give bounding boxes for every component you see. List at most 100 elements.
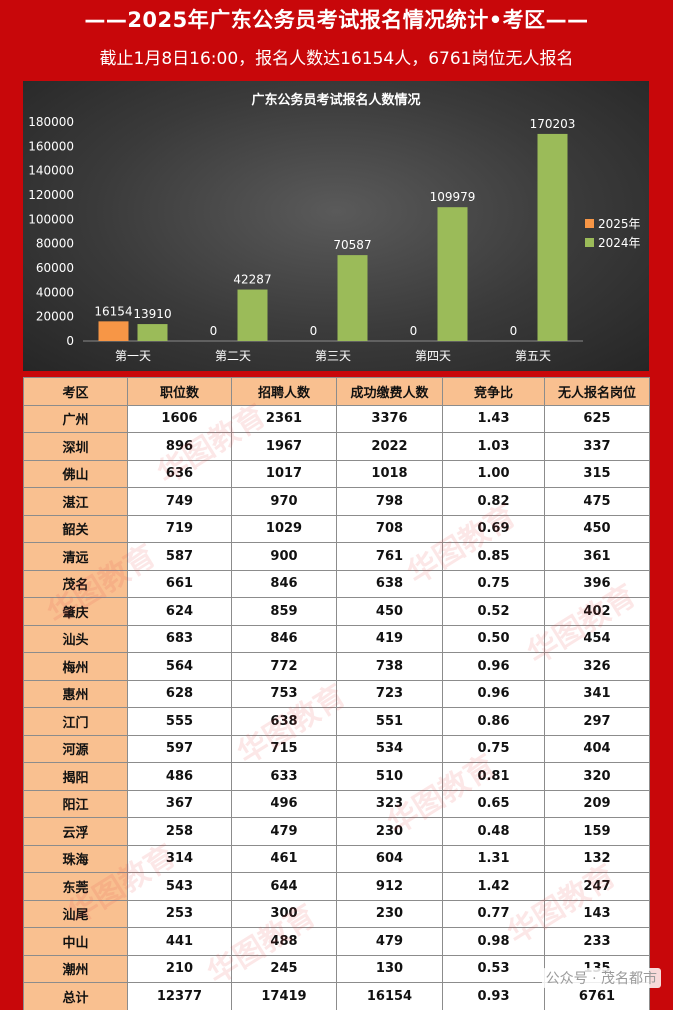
table-cell: 253 [127, 899, 232, 928]
table-cell: 337 [544, 432, 650, 461]
table-row: 惠州 628 753 723 0.96 341 [23, 679, 650, 708]
table-cell: 367 [127, 789, 232, 818]
table-cell: 1.31 [442, 844, 545, 873]
table-row: 阳江 367 496 323 0.65 209 [23, 789, 650, 818]
area-cell: 惠州 [23, 679, 128, 708]
table-cell: 1029 [231, 514, 337, 543]
area-cell: 汕头 [23, 624, 128, 653]
area-cell: 佛山 [23, 459, 128, 488]
data-label: 42287 [233, 273, 271, 287]
chart-title: 广东公务员考试报名人数情况 [251, 92, 420, 108]
table-cell: 441 [127, 927, 232, 956]
table-cell: 625 [544, 404, 650, 433]
table-cell: 551 [336, 707, 443, 736]
table-cell: 1018 [336, 459, 443, 488]
table-cell: 450 [544, 514, 650, 543]
table-cell: 461 [231, 844, 337, 873]
data-label: 0 [410, 324, 418, 338]
table-cell: 130 [336, 954, 443, 983]
table-cell: 143 [544, 899, 650, 928]
column-header: 成功缴费人数 [336, 377, 443, 406]
area-cell: 揭阳 [23, 762, 128, 791]
y-tick-label: 0 [66, 334, 74, 348]
table-cell: 510 [336, 762, 443, 791]
table-cell: 912 [336, 872, 443, 901]
table-row: 韶关 719 1029 708 0.69 450 [23, 514, 650, 543]
table-cell: 209 [544, 789, 650, 818]
table-cell: 132 [544, 844, 650, 873]
table-cell: 341 [544, 679, 650, 708]
table-cell: 488 [231, 927, 337, 956]
table-cell: 0.77 [442, 899, 545, 928]
area-cell: 清远 [23, 542, 128, 571]
table-cell: 1967 [231, 432, 337, 461]
area-cell: 茂名 [23, 569, 128, 598]
table-cell: 0.93 [442, 982, 545, 1010]
table-cell: 719 [127, 514, 232, 543]
column-header: 无人报名岗位 [544, 377, 650, 406]
table-row: 江门 555 638 551 0.86 297 [23, 707, 650, 736]
area-cell: 潮州 [23, 954, 128, 983]
area-cell: 湛江 [23, 487, 128, 516]
table-row: 佛山 636 1017 1018 1.00 315 [23, 459, 650, 488]
table-row: 东莞 543 644 912 1.42 247 [23, 872, 650, 901]
table-cell: 597 [127, 734, 232, 763]
area-cell: 云浮 [23, 817, 128, 846]
table-row: 中山 441 488 479 0.98 233 [23, 927, 650, 956]
table-cell: 230 [336, 817, 443, 846]
y-tick-label: 140000 [28, 164, 74, 178]
table-cell: 361 [544, 542, 650, 571]
table-cell: 0.53 [442, 954, 545, 983]
table-cell: 402 [544, 597, 650, 626]
table-row: 深圳 896 1967 2022 1.03 337 [23, 432, 650, 461]
x-tick-label: 第三天 [315, 349, 351, 363]
table-row: 珠海 314 461 604 1.31 132 [23, 844, 650, 873]
table-cell: 230 [336, 899, 443, 928]
x-tick-label: 第一天 [115, 349, 151, 363]
table-cell: 772 [231, 652, 337, 681]
area-cell: 肇庆 [23, 597, 128, 626]
y-tick-label: 100000 [28, 212, 74, 226]
table-cell: 233 [544, 927, 650, 956]
table-cell: 320 [544, 762, 650, 791]
table-header-row: 考区 职位数 招聘人数 成功缴费人数 竞争比 无人报名岗位 [23, 377, 650, 406]
table-cell: 564 [127, 652, 232, 681]
data-label: 0 [510, 324, 518, 338]
legend-label: 2025年 [598, 217, 641, 231]
table-body: 广州 1606 2361 3376 1.43 625 深圳 896 1967 2022 1.03 33… [23, 404, 650, 1010]
table-cell: 300 [231, 899, 337, 928]
table-cell: 543 [127, 872, 232, 901]
table-cell: 486 [127, 762, 232, 791]
bar-series-2 [537, 133, 568, 341]
table-cell: 555 [127, 707, 232, 736]
table-cell: 636 [127, 459, 232, 488]
table-row: 茂名 661 846 638 0.75 396 [23, 569, 650, 598]
registration-chart: 广东公务员考试报名人数情况 0 20000 40000 60000 80000 100000… [23, 81, 649, 371]
table-cell: 900 [231, 542, 337, 571]
table-cell: 738 [336, 652, 443, 681]
table-cell: 587 [127, 542, 232, 571]
table-cell: 210 [127, 954, 232, 983]
area-cell: 总计 [23, 982, 128, 1010]
table-cell: 0.50 [442, 624, 545, 653]
table-row: 清远 587 900 761 0.85 361 [23, 542, 650, 571]
bar-series-2 [437, 207, 468, 341]
area-cell: 深圳 [23, 432, 128, 461]
data-label: 70587 [333, 238, 371, 252]
x-tick-label: 第二天 [215, 349, 251, 363]
area-cell: 江门 [23, 707, 128, 736]
table-row: 云浮 258 479 230 0.48 159 [23, 817, 650, 846]
table-cell: 17419 [231, 982, 337, 1010]
table-cell: 159 [544, 817, 650, 846]
legend-swatch [585, 219, 594, 228]
source-watermark: 公众号 · 茂名都市 [541, 968, 661, 988]
table-cell: 0.96 [442, 679, 545, 708]
table-cell: 404 [544, 734, 650, 763]
table-cell: 258 [127, 817, 232, 846]
bar-series-2 [137, 324, 168, 341]
area-cell: 阳江 [23, 789, 128, 818]
column-header: 考区 [23, 377, 128, 406]
table-cell: 761 [336, 542, 443, 571]
y-tick-label: 180000 [28, 115, 74, 129]
table-row: 湛江 749 970 798 0.82 475 [23, 487, 650, 516]
